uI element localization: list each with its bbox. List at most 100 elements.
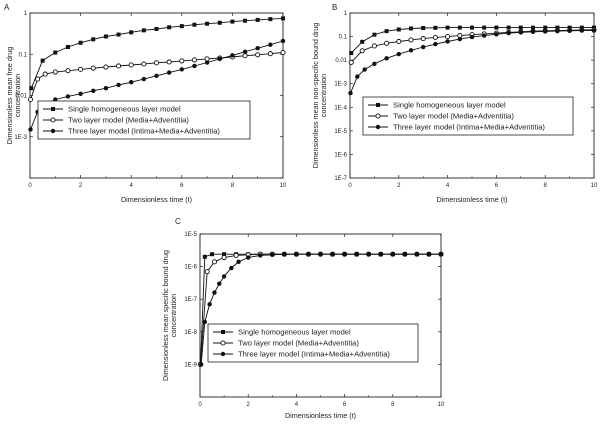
data-point — [65, 94, 71, 99]
data-point — [306, 252, 311, 257]
legend-label: Three layer model (Intima+Media+Adventit… — [238, 350, 390, 359]
legend-label: Single homogeneous layer model — [393, 101, 506, 110]
legend-label: Single homogeneous layer model — [68, 105, 181, 114]
data-point — [103, 86, 109, 91]
data-point — [280, 38, 286, 44]
y-tick-label: 1E-6 — [184, 265, 197, 271]
data-point — [199, 362, 204, 367]
data-point — [91, 88, 96, 93]
data-point — [217, 281, 222, 286]
data-point — [506, 25, 511, 30]
data-point — [91, 37, 96, 42]
data-point — [354, 252, 359, 257]
x-tick-label: 8 — [231, 183, 235, 189]
series-3 — [199, 252, 444, 367]
data-point — [371, 43, 377, 49]
data-point — [421, 44, 426, 50]
legend-box — [362, 96, 574, 136]
legend-label: Three layer model (Intima+Media+Adventit… — [393, 123, 545, 132]
data-point — [229, 265, 234, 271]
data-point — [579, 28, 584, 33]
data-point — [52, 69, 58, 75]
series-1 — [29, 16, 285, 91]
data-point — [281, 16, 285, 21]
data-point — [420, 36, 426, 42]
data-point — [154, 26, 159, 31]
data-point — [457, 36, 462, 42]
data-point — [153, 60, 160, 66]
y-axis-title-line: concentration — [13, 74, 22, 117]
data-point — [179, 24, 184, 29]
data-point — [141, 28, 146, 33]
data-point — [258, 253, 263, 258]
data-point — [372, 61, 377, 66]
data-point — [567, 28, 572, 34]
data-point — [518, 25, 523, 30]
data-point — [217, 20, 222, 25]
data-point — [192, 63, 197, 69]
x-tick-label: 6 — [343, 402, 347, 408]
legend-label: Two layer model (Media+Adventitia) — [68, 116, 189, 125]
data-point — [35, 76, 41, 82]
legend-swatch-marker — [50, 117, 56, 123]
x-tick-label: 0 — [348, 183, 352, 189]
y-axis-title-line: Dimensionless mean specific bound drug — [161, 250, 170, 381]
data-point — [421, 26, 426, 31]
data-point — [116, 32, 121, 37]
x-tick-label: 2 — [79, 183, 83, 189]
data-point — [202, 319, 208, 325]
data-point — [396, 27, 401, 32]
data-point — [591, 28, 597, 33]
data-point — [390, 252, 395, 257]
data-point — [360, 39, 365, 44]
data-point — [141, 61, 147, 67]
y-tick-label: 0.1 — [339, 35, 348, 41]
data-point — [129, 80, 134, 85]
x-tick-label: 10 — [591, 183, 598, 189]
legend-label: Three layer model (Intima+Media+Adventit… — [68, 127, 220, 136]
data-point — [267, 51, 273, 57]
data-point — [192, 22, 197, 27]
legend-swatch-marker — [50, 128, 56, 134]
data-point — [221, 254, 227, 261]
legend-swatch-marker — [220, 351, 226, 357]
data-point — [438, 252, 444, 257]
data-point — [445, 34, 451, 40]
x-axis-title: Dimensionless time (t) — [436, 195, 507, 204]
y-tick-label: 1E-7 — [184, 297, 197, 303]
data-point — [204, 269, 210, 275]
data-point — [294, 252, 299, 257]
x-tick-label: 8 — [544, 183, 548, 189]
data-point — [255, 52, 261, 58]
data-point — [384, 56, 389, 61]
data-point — [65, 68, 71, 74]
data-point — [543, 29, 548, 34]
y-axis-title-line: Dimensionless mean free drug — [5, 47, 14, 144]
y-tick-label: 0.01 — [15, 94, 27, 100]
data-point — [116, 82, 121, 88]
x-tick-label: 6 — [180, 183, 184, 189]
data-point — [166, 70, 172, 75]
data-point — [362, 67, 367, 72]
data-point — [202, 254, 207, 259]
data-point — [222, 252, 227, 257]
data-point — [78, 40, 83, 45]
series-line — [350, 30, 594, 94]
x-tick-label: 10 — [438, 402, 445, 408]
x-tick-label: 2 — [397, 183, 401, 189]
data-point — [128, 62, 134, 68]
data-point — [384, 40, 390, 46]
data-point — [204, 60, 210, 65]
data-point — [179, 67, 184, 72]
legend-label: Two layer model (Media+Adventitia) — [393, 112, 514, 121]
x-tick-label: 8 — [391, 402, 395, 408]
data-point — [366, 252, 371, 257]
y-tick-label: 0.01 — [335, 58, 347, 64]
legend-box — [37, 100, 251, 140]
y-tick-label: 1E-7 — [334, 176, 347, 182]
data-point — [445, 25, 450, 30]
data-point — [445, 39, 450, 44]
y-tick-label: 1E-3 — [334, 82, 347, 88]
data-point — [103, 34, 108, 39]
data-point — [166, 59, 172, 65]
